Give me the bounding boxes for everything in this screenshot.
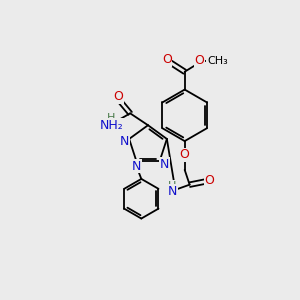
Text: NH₂: NH₂ [100,119,123,132]
Text: N: N [119,135,129,148]
Text: O: O [113,90,123,103]
Text: O: O [180,148,190,161]
Text: CH₃: CH₃ [207,56,228,66]
Text: N: N [160,158,169,170]
Text: N: N [168,185,178,198]
Text: N: N [132,160,141,172]
Text: H: H [107,113,116,123]
Text: O: O [205,174,214,187]
Text: O: O [195,54,205,67]
Text: O: O [162,53,172,66]
Text: H: H [168,181,176,191]
